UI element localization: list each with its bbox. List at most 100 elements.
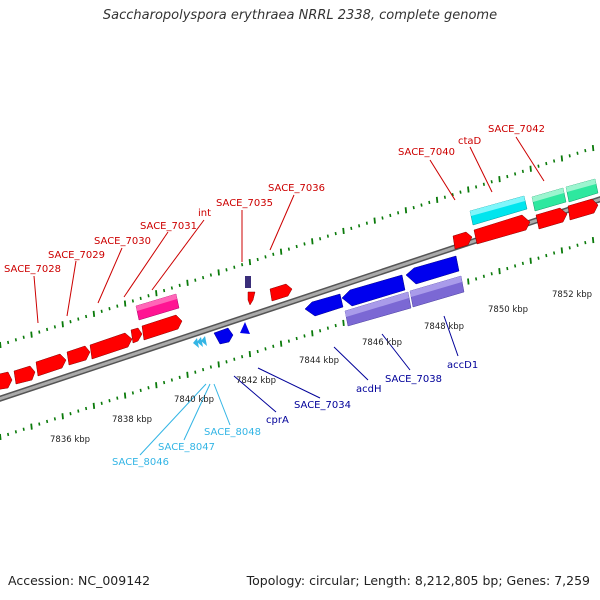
feature-reverse-arrow[interactable] <box>240 322 250 334</box>
label-SACE_7036[interactable]: SACE_7036 <box>268 183 325 194</box>
tick-mark <box>576 243 579 247</box>
accession-text: Accession: NC_009142 <box>8 573 151 588</box>
feature-arrow[interactable] <box>141 314 183 341</box>
feature-arrow[interactable] <box>89 332 133 360</box>
label-SACE_7029[interactable]: SACE_7029 <box>48 250 105 261</box>
tick-mark <box>279 340 283 347</box>
feature-arrow[interactable] <box>452 231 473 250</box>
reverse-label-group: SACE_7034 cprA acdH SACE_7038 accD1 <box>266 360 478 426</box>
label-cprA[interactable]: cprA <box>266 415 289 426</box>
tick-mark <box>77 317 80 321</box>
feature-reverse-arrow[interactable] <box>213 327 234 345</box>
feature-arrow[interactable] <box>35 353 67 377</box>
tick-mark <box>568 246 571 250</box>
tick-mark <box>365 221 368 225</box>
tick-mark <box>498 268 501 275</box>
label-accD1[interactable]: accD1 <box>447 360 478 371</box>
tick-mark <box>326 234 329 238</box>
label-SACE_7040[interactable]: SACE_7040 <box>398 147 455 158</box>
tick-mark <box>319 237 322 241</box>
feature-reverse-arrow[interactable] <box>304 293 344 317</box>
label-ctaD[interactable]: ctaD <box>458 136 482 147</box>
feature-lavender-highlight <box>345 292 409 317</box>
feature-acdH[interactable] <box>341 274 406 307</box>
tick-mark <box>233 357 236 361</box>
tick-mark <box>155 382 158 389</box>
feature-trna[interactable] <box>193 338 199 348</box>
tick-mark <box>443 195 446 199</box>
tick-mark <box>482 274 485 278</box>
tick-mark <box>256 349 259 354</box>
feature-arrow[interactable] <box>247 291 256 306</box>
tick-mark <box>209 273 212 277</box>
feature-arrow[interactable] <box>13 365 36 385</box>
scale-label: 7836 kbp <box>50 435 90 445</box>
feature-arrow[interactable] <box>0 371 13 390</box>
label-SACE_8048[interactable]: SACE_8048 <box>204 427 261 438</box>
label-SACE_7035[interactable]: SACE_7035 <box>216 198 273 209</box>
feature-trna[interactable] <box>201 336 207 346</box>
tick-mark <box>295 336 298 341</box>
tick-mark <box>311 238 314 245</box>
tick-mark <box>7 340 10 345</box>
tick-mark <box>435 196 439 203</box>
tick-mark <box>311 330 314 337</box>
feature-arrow[interactable] <box>66 345 91 366</box>
feature-trna[interactable] <box>197 337 203 347</box>
tick-mark <box>404 207 408 214</box>
tick-mark <box>272 344 275 348</box>
feature-arrow[interactable] <box>567 198 599 221</box>
tick-mark <box>490 180 493 184</box>
feature-ctaD-highlight <box>470 196 525 216</box>
tick-mark <box>217 269 220 276</box>
scale-label-group: 7836 kbp 7838 kbp 7840 kbp 7842 kbp 7844… <box>50 290 592 445</box>
label-SACE_7038[interactable]: SACE_7038 <box>385 374 442 385</box>
label-SACE_7028[interactable]: SACE_7028 <box>4 264 61 275</box>
scale-label: 7850 kbp <box>488 305 528 315</box>
tick-mark <box>131 391 134 395</box>
feature-small[interactable] <box>245 276 251 288</box>
tick-mark <box>22 335 25 339</box>
tick-mark <box>61 413 64 420</box>
label-SACE_7031[interactable]: SACE_7031 <box>140 221 197 232</box>
tick-mark <box>178 283 181 288</box>
feature-accD1[interactable] <box>405 255 460 285</box>
tick-mark <box>53 325 56 329</box>
tick-mark <box>420 203 423 207</box>
label-SACE_8047[interactable]: SACE_8047 <box>158 442 215 453</box>
reverse-features <box>193 255 465 348</box>
tick-mark <box>287 247 290 251</box>
tick-mark <box>241 263 244 267</box>
tick-mark <box>46 419 49 424</box>
tick-mark <box>326 326 329 330</box>
scale-label: 7852 kbp <box>552 290 592 300</box>
tick-mark <box>139 388 142 393</box>
label-int[interactable]: int <box>198 208 211 219</box>
feature-arrow[interactable] <box>535 207 568 230</box>
feature-arrow[interactable] <box>473 214 531 245</box>
feature-green-highlight <box>566 179 596 192</box>
tick-mark <box>85 406 88 411</box>
tick-mark <box>264 255 267 259</box>
forward-label-group: SACE_7028 SACE_7029 SACE_7030 SACE_7031 … <box>4 124 545 275</box>
tick-mark <box>123 392 127 399</box>
tick-mark <box>69 320 72 324</box>
label-SACE_7034[interactable]: SACE_7034 <box>294 400 351 411</box>
tick-mark <box>334 231 337 236</box>
label-SACE_7042[interactable]: SACE_7042 <box>488 124 545 135</box>
tick-mark <box>475 277 478 281</box>
label-SACE_8046[interactable]: SACE_8046 <box>112 457 169 468</box>
tick-mark <box>350 226 353 231</box>
tick-mark <box>225 360 228 364</box>
tick-mark <box>514 264 517 268</box>
tick-mark <box>342 319 345 327</box>
tick-mark <box>584 240 587 245</box>
feature-arrow[interactable] <box>130 327 143 344</box>
label-acdH[interactable]: acdH <box>356 384 382 395</box>
summary-text: Topology: circular; Length: 8,212,805 bp… <box>246 573 590 588</box>
tick-mark <box>319 329 322 333</box>
tick-mark <box>591 144 595 152</box>
label-SACE_7030[interactable]: SACE_7030 <box>94 236 151 247</box>
feature-arrow[interactable] <box>269 283 293 302</box>
